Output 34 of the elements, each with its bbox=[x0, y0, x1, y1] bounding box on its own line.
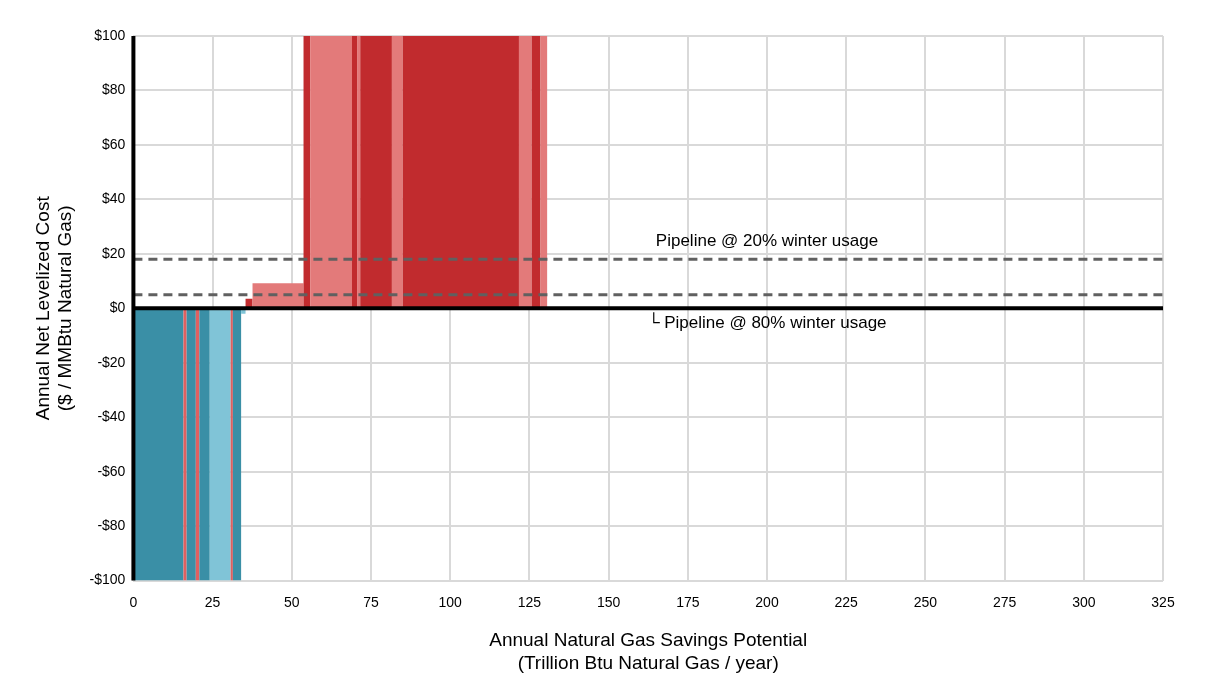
y-axis-title: Annual Net Levelized Cost ($ / MMBtu Natural Gas) bbox=[31, 195, 76, 421]
x-tick-label: 150 bbox=[596, 593, 621, 610]
y-tick-label: -$80 bbox=[97, 517, 126, 533]
x-tick-label: 50 bbox=[284, 593, 300, 610]
x-tick-label: 300 bbox=[1072, 593, 1096, 610]
bar bbox=[232, 308, 242, 581]
y-tick-label: -$100 bbox=[89, 571, 126, 588]
x-axis-title: Annual Natural Gas Savings Potential (Trillion Btu Natural Gas / year) bbox=[489, 629, 808, 673]
x-tick-label: 175 bbox=[676, 593, 700, 610]
x-tick-label: 0 bbox=[129, 593, 138, 610]
y-tick-label: $20 bbox=[102, 244, 126, 261]
x-tick-label: 125 bbox=[517, 593, 542, 610]
x-tick-label: 100 bbox=[438, 593, 463, 610]
y-tick-label: $60 bbox=[102, 135, 126, 152]
y-tick-label: $40 bbox=[102, 190, 126, 207]
x-tick-label: 275 bbox=[992, 593, 1017, 610]
ref-line-label: └ Pipeline @ 80% winter usage bbox=[647, 312, 887, 333]
x-tick-label: 75 bbox=[363, 593, 379, 610]
ref-line-label: Pipeline @ 20% winter usage bbox=[655, 231, 879, 251]
bar bbox=[186, 308, 196, 581]
y-tick-label: -$40 bbox=[97, 408, 126, 425]
bar bbox=[199, 308, 210, 581]
y-tick-label: $0 bbox=[109, 299, 126, 316]
y-tick-label: $100 bbox=[94, 26, 126, 43]
x-tick-label: 325 bbox=[1151, 593, 1175, 610]
y-tick-label: -$60 bbox=[97, 462, 126, 479]
x-tick-label: 250 bbox=[913, 593, 938, 610]
bar bbox=[391, 36, 403, 309]
y-tick-label: -$20 bbox=[97, 353, 126, 370]
x-tick-label: 25 bbox=[204, 593, 221, 610]
x-tick-label: 200 bbox=[755, 593, 779, 610]
bar bbox=[540, 36, 548, 309]
x-tick-label: 225 bbox=[834, 593, 859, 610]
y-tick-label: $80 bbox=[102, 81, 126, 98]
